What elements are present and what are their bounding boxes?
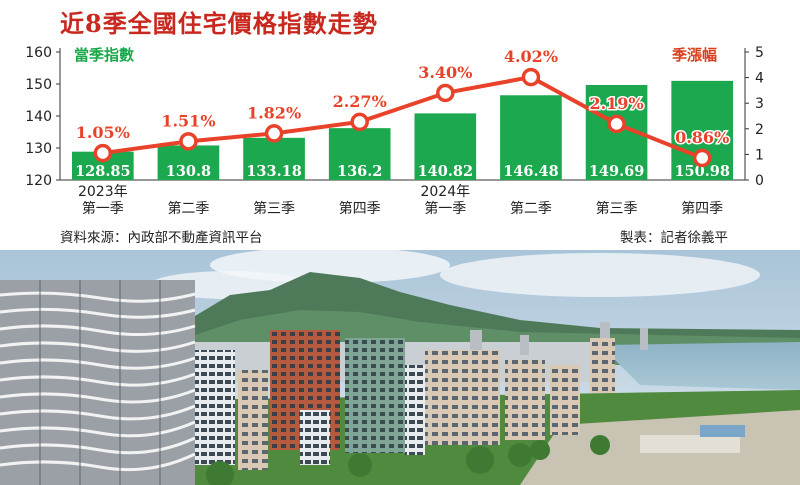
- growth-value-label: 1.51%: [161, 111, 215, 130]
- growth-point: [436, 83, 455, 103]
- x-category-label: 第一季: [424, 200, 466, 217]
- y-left-tick-label: 160: [25, 45, 52, 61]
- x-category-label: 第四季: [681, 200, 723, 217]
- credit-note: 製表：記者徐義平: [620, 230, 728, 246]
- growth-point: [607, 114, 626, 134]
- building-green: [345, 338, 405, 453]
- growth-point: [179, 132, 198, 151]
- y-right-tick-label: 2: [755, 122, 764, 138]
- growth-value-label: 1.05%: [76, 123, 130, 142]
- x-category-label: 第三季: [596, 200, 638, 217]
- y-right-tick-label: 0: [755, 173, 764, 189]
- legend-right-label: 季漲幅: [672, 46, 718, 64]
- y-right-tick-label: 3: [755, 96, 764, 112]
- y-right-tick-label: 4: [755, 71, 764, 87]
- growth-point: [93, 143, 113, 163]
- bar-value-label: 149.69: [589, 163, 645, 180]
- growth-value-label: 1.82%: [247, 103, 301, 122]
- bar-value-label: 146.48: [503, 163, 559, 180]
- growth-value-label: 0.86%: [675, 128, 729, 147]
- bar-value-label: 128.85: [75, 163, 131, 180]
- bar-value-label: 130.8: [166, 163, 211, 180]
- x-category-label: 第二季: [510, 200, 552, 217]
- growth-point: [350, 112, 369, 132]
- building-white: [195, 350, 235, 465]
- growth-point: [692, 148, 712, 168]
- growth-value-label: 2.27%: [333, 92, 387, 111]
- bar: [414, 113, 477, 180]
- bar: [157, 145, 220, 180]
- x-year-label: 2024年: [420, 184, 470, 200]
- building-beige: [425, 350, 500, 445]
- combo-chart: 120 130 140 150 160 0 1 2 3 4 5 128.85 130.8 133.18 13…: [25, 45, 764, 217]
- y-left-tick-label: 130: [25, 141, 52, 157]
- growth-value-label: 3.40%: [418, 63, 472, 82]
- y-right-tick-label: 1: [755, 147, 764, 163]
- y-left-tick-label: 120: [25, 173, 52, 189]
- y-left-tick-label: 140: [25, 109, 52, 125]
- bar: [500, 95, 562, 180]
- city-skyline-photo: [0, 250, 800, 485]
- growth-value-label: 2.19%: [589, 94, 643, 113]
- bar: [328, 128, 391, 180]
- x-category-label: 第四季: [339, 200, 381, 217]
- x-category-label: 第一季: [82, 200, 124, 217]
- x-category-label: 第二季: [167, 200, 209, 217]
- growth-line: [102, 75, 703, 160]
- x-year-label: 2023年: [78, 184, 128, 200]
- bar-value-label: 140.82: [418, 163, 474, 180]
- bar-value-label: 150.98: [674, 163, 730, 180]
- x-category-label: 第三季: [253, 200, 295, 217]
- bar-value-label: 133.18: [246, 163, 302, 180]
- chart-panel: 近8季全國住宅價格指數走勢 120 130 140 150 160 0 1 2 3 4 5 128.8…: [25, 9, 764, 246]
- chart-title: 近8季全國住宅價格指數走勢: [60, 9, 378, 38]
- y-left-tick-label: 150: [25, 77, 52, 93]
- growth-value-label: 4.02%: [504, 47, 558, 66]
- growth-point: [264, 124, 284, 143]
- bar-value-label: 136.2: [337, 163, 382, 180]
- bar: [243, 137, 305, 180]
- growth-point: [521, 67, 541, 87]
- source-note: 資料來源：內政部不動產資訊平台: [60, 230, 263, 246]
- legend-left-label: 當季指數: [74, 46, 135, 64]
- river: [600, 342, 800, 390]
- y-right-tick-label: 5: [755, 45, 764, 61]
